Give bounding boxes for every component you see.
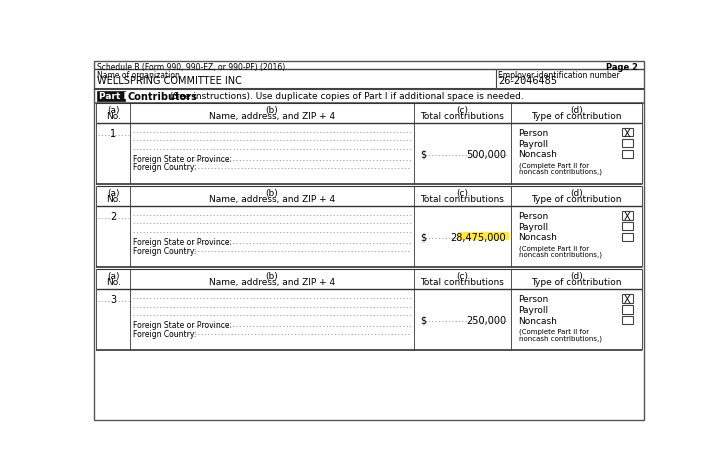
Text: (a): (a) bbox=[107, 106, 120, 115]
Text: Total contributions: Total contributions bbox=[420, 195, 504, 204]
Text: (Complete Part II for: (Complete Part II for bbox=[518, 246, 589, 252]
Text: Person: Person bbox=[518, 212, 549, 221]
Bar bbox=[621, 139, 632, 147]
Text: (d): (d) bbox=[570, 189, 582, 198]
Text: (c): (c) bbox=[456, 106, 469, 115]
Bar bbox=[621, 316, 632, 324]
Bar bbox=[621, 211, 632, 219]
Text: Name of organization: Name of organization bbox=[97, 71, 180, 80]
Text: 500,000: 500,000 bbox=[466, 149, 506, 159]
Text: (a): (a) bbox=[107, 189, 120, 198]
Text: (Complete Part II for: (Complete Part II for bbox=[518, 329, 589, 336]
Text: Contributors: Contributors bbox=[128, 92, 198, 102]
Text: Person: Person bbox=[518, 295, 549, 304]
Text: Payroll: Payroll bbox=[518, 139, 549, 149]
Text: Name, address, and ZIP + 4: Name, address, and ZIP + 4 bbox=[209, 195, 336, 204]
Bar bbox=[458, 232, 509, 239]
Text: X: X bbox=[624, 212, 631, 222]
Text: No.: No. bbox=[106, 195, 121, 204]
Text: (Complete Part II for: (Complete Part II for bbox=[518, 163, 589, 169]
Text: Schedule B (Form 990, 990-EZ, or 990-PF) (2016): Schedule B (Form 990, 990-EZ, or 990-PF)… bbox=[97, 62, 285, 71]
Bar bbox=[621, 305, 632, 314]
Text: 1: 1 bbox=[110, 129, 117, 139]
Bar bbox=[621, 233, 632, 241]
Text: (a): (a) bbox=[107, 272, 120, 281]
Text: $: $ bbox=[420, 316, 426, 326]
Text: Noncash: Noncash bbox=[518, 150, 557, 159]
Text: Foreign Country:: Foreign Country: bbox=[133, 330, 197, 339]
Text: (d): (d) bbox=[570, 272, 582, 281]
Bar bbox=[621, 222, 632, 230]
Text: noncash contributions,): noncash contributions,) bbox=[518, 252, 602, 258]
Text: 250,000: 250,000 bbox=[466, 316, 506, 326]
Text: Name, address, and ZIP + 4: Name, address, and ZIP + 4 bbox=[209, 278, 336, 287]
Bar bbox=[97, 91, 125, 101]
Text: Noncash: Noncash bbox=[518, 233, 557, 242]
Text: Foreign Country:: Foreign Country: bbox=[133, 163, 197, 172]
Text: Type of contribution: Type of contribution bbox=[531, 195, 621, 204]
Text: Page 2: Page 2 bbox=[606, 62, 638, 71]
Bar bbox=[621, 294, 632, 303]
Text: Foreign State or Province:: Foreign State or Province: bbox=[133, 155, 233, 164]
Text: (c): (c) bbox=[456, 189, 469, 198]
Text: WELLSPRING COMMITTEE INC: WELLSPRING COMMITTEE INC bbox=[97, 76, 242, 86]
Text: X: X bbox=[624, 129, 631, 139]
Text: (b): (b) bbox=[266, 272, 279, 281]
Text: Foreign State or Province:: Foreign State or Province: bbox=[133, 238, 233, 247]
Text: Employer identification number: Employer identification number bbox=[498, 71, 620, 80]
Text: (c): (c) bbox=[456, 272, 469, 281]
Text: No.: No. bbox=[106, 112, 121, 121]
Text: 3: 3 bbox=[110, 295, 117, 305]
Bar bbox=[621, 128, 632, 137]
Text: Payroll: Payroll bbox=[518, 306, 549, 315]
Text: 28,475,000: 28,475,000 bbox=[451, 233, 506, 243]
Text: 2: 2 bbox=[110, 212, 117, 222]
Text: Noncash: Noncash bbox=[518, 317, 557, 326]
Text: Type of contribution: Type of contribution bbox=[531, 112, 621, 121]
Text: Payroll: Payroll bbox=[518, 223, 549, 232]
Text: X: X bbox=[624, 295, 631, 305]
Text: Type of contribution: Type of contribution bbox=[531, 278, 621, 287]
Text: Total contributions: Total contributions bbox=[420, 278, 504, 287]
Bar bbox=[621, 149, 632, 158]
Text: Part I: Part I bbox=[99, 92, 127, 101]
Text: $: $ bbox=[420, 233, 426, 243]
Text: (b): (b) bbox=[266, 189, 279, 198]
Text: Person: Person bbox=[518, 129, 549, 138]
Text: noncash contributions,): noncash contributions,) bbox=[518, 335, 602, 342]
Text: (d): (d) bbox=[570, 106, 582, 115]
Text: No.: No. bbox=[106, 278, 121, 287]
Text: Total contributions: Total contributions bbox=[420, 112, 504, 121]
Text: $: $ bbox=[420, 149, 426, 159]
Text: Name, address, and ZIP + 4: Name, address, and ZIP + 4 bbox=[209, 112, 336, 121]
Text: Foreign State or Province:: Foreign State or Province: bbox=[133, 321, 233, 330]
Text: Foreign Country:: Foreign Country: bbox=[133, 247, 197, 256]
Text: (See instructions). Use duplicate copies of Part I if additional space is needed: (See instructions). Use duplicate copies… bbox=[167, 92, 523, 101]
Text: noncash contributions,): noncash contributions,) bbox=[518, 169, 602, 175]
Text: 26-2046485: 26-2046485 bbox=[498, 76, 557, 86]
Text: (b): (b) bbox=[266, 106, 279, 115]
